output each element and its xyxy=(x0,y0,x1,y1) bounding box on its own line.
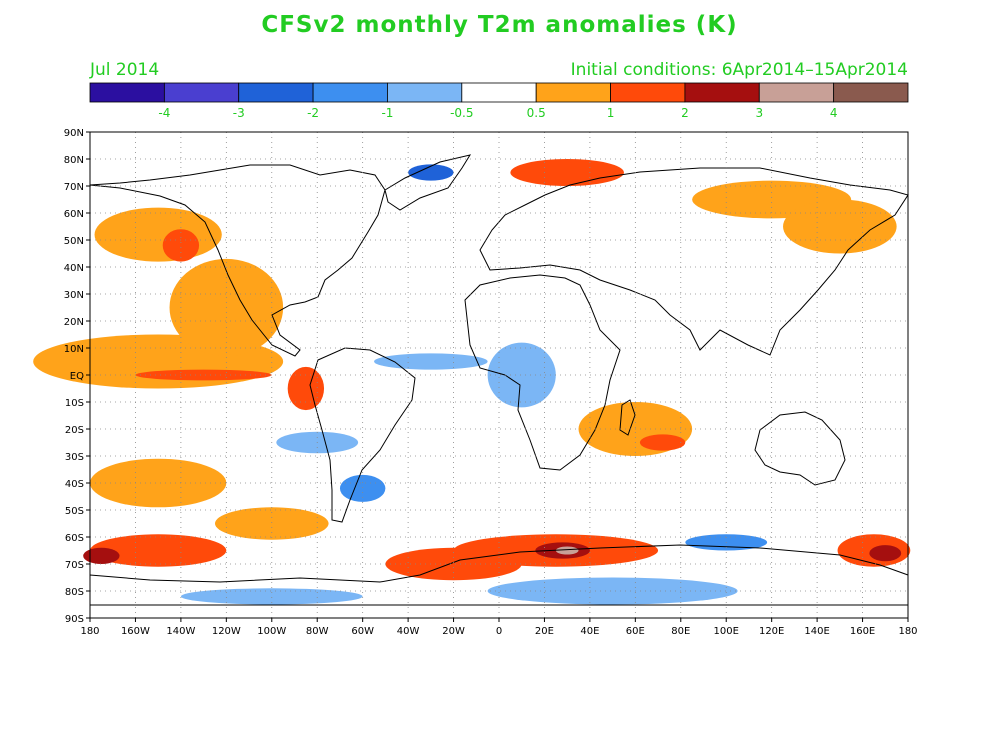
lon-label: 120W xyxy=(212,626,241,637)
lat-label: 50S xyxy=(65,506,84,517)
anomaly-region xyxy=(214,507,329,540)
lat-label: 30N xyxy=(64,290,84,301)
valid-month-label: Jul 2014 xyxy=(90,60,160,80)
lon-label: 100W xyxy=(257,626,286,637)
colorbar-swatch xyxy=(163,82,240,103)
anomaly-region xyxy=(162,229,200,262)
anomaly-region xyxy=(639,434,686,451)
lon-label: 0 xyxy=(496,626,502,637)
colorbar-swatch xyxy=(89,82,165,103)
anomaly-region xyxy=(94,207,222,262)
lon-label: 140W xyxy=(166,626,195,637)
lon-label: 80W xyxy=(306,626,329,637)
colorbar-tick-label: -2 xyxy=(307,106,319,120)
colorbar-swatch xyxy=(312,82,388,103)
latitude-labels: 90N 80N 70N 60N 50N 40N 30N 20N 10N EQ 10S 20S 30S 40… xyxy=(64,128,90,625)
lon-label: 80E xyxy=(671,626,690,637)
colorbar-swatch xyxy=(535,82,611,103)
anomaly-region xyxy=(135,369,272,381)
lat-label: EQ xyxy=(70,371,84,382)
lon-label: 40W xyxy=(397,626,420,637)
anomaly-region xyxy=(510,159,624,186)
lat-label: 70N xyxy=(64,182,84,193)
lat-label: 10N xyxy=(64,344,84,355)
colorbar-swatch xyxy=(758,82,835,103)
lat-label: 90S xyxy=(65,614,84,625)
colorbar-tick-label: -4 xyxy=(158,106,170,120)
lat-label: 70S xyxy=(65,560,84,571)
colorbar xyxy=(89,82,909,103)
colorbar-labels: -4 -3 -2 -1 -0.5 0.5 1 2 3 4 xyxy=(158,106,837,120)
colorbar-tick-label: 2 xyxy=(681,106,689,120)
lon-label: 20E xyxy=(535,626,554,637)
anomaly-region xyxy=(90,458,227,508)
lat-label: 80S xyxy=(65,587,84,598)
lat-label: 50N xyxy=(64,236,84,247)
colorbar-tick-label: -3 xyxy=(233,106,245,120)
colorbar-swatch xyxy=(238,82,314,103)
colorbar-tick-label: -0.5 xyxy=(450,106,473,120)
lat-label: 30S xyxy=(65,452,84,463)
colorbar-swatch xyxy=(387,82,463,103)
africa-coast xyxy=(464,274,621,471)
map-title: CFSv2 monthly T2m anomalies (K) xyxy=(261,12,738,38)
dotted-gridlines xyxy=(90,132,908,618)
lon-label: 160E xyxy=(850,626,875,637)
colorbar-tick-label: -1 xyxy=(381,106,393,120)
colorbar-tick-label: 4 xyxy=(830,106,838,120)
colorbar-tick-label: 0.5 xyxy=(527,106,546,120)
longitude-labels: 180 160W 140W 120W 100W 80W 60W 40W 20W 0 20E 40E 60… xyxy=(80,618,918,637)
lat-label: 40S xyxy=(65,479,84,490)
lon-label: 140E xyxy=(804,626,829,637)
lon-label: 120E xyxy=(759,626,784,637)
colorbar-tick-label: 1 xyxy=(607,106,615,120)
anomaly-region xyxy=(374,353,488,370)
lon-label: 20W xyxy=(442,626,465,637)
lon-label: 180 xyxy=(80,626,99,637)
anomaly-region xyxy=(555,546,579,555)
map-panel: 90N 80N 70N 60N 50N 40N 30N 20N 10N EQ 10S 20S 30S 40… xyxy=(33,128,918,637)
anomaly-region xyxy=(487,577,738,605)
anomaly-region xyxy=(83,547,120,565)
eurasia-coast xyxy=(479,167,909,356)
lon-label: 60W xyxy=(351,626,374,637)
lat-label: 40N xyxy=(64,263,84,274)
lon-label: 40E xyxy=(580,626,599,637)
anomaly-region xyxy=(287,366,325,411)
lon-label: 100E xyxy=(714,626,739,637)
anomaly-region xyxy=(339,474,386,502)
madagascar-coast xyxy=(619,399,636,436)
colorbar-swatch xyxy=(684,82,760,103)
lat-label: 20N xyxy=(64,317,84,328)
anomaly-region xyxy=(783,199,897,254)
colorbar-swatch xyxy=(610,82,686,103)
colorbar-swatch xyxy=(833,82,909,103)
south-america-coast xyxy=(309,347,416,523)
north-america-coast xyxy=(89,164,386,357)
anomaly-region xyxy=(90,534,227,567)
lat-label: 60N xyxy=(64,209,84,220)
lat-label: 10S xyxy=(65,398,84,409)
lat-label: 60S xyxy=(65,533,84,544)
lon-label: 60E xyxy=(626,626,645,637)
australia-coast xyxy=(754,411,846,486)
anomaly-region xyxy=(869,545,902,562)
lat-label: 90N xyxy=(64,128,84,139)
lon-label: 180 xyxy=(898,626,917,637)
colorbar-tick-label: 3 xyxy=(755,106,763,120)
anomaly-region xyxy=(408,164,454,181)
greenland-coast xyxy=(384,154,472,211)
initial-conditions-label: Initial conditions: 6Apr2014–15Apr2014 xyxy=(570,60,908,80)
lat-label: 20S xyxy=(65,425,84,436)
anomaly-region xyxy=(487,342,556,408)
colorbar-swatch xyxy=(461,82,537,103)
lon-label: 160W xyxy=(121,626,150,637)
lat-label: 80N xyxy=(64,155,84,166)
